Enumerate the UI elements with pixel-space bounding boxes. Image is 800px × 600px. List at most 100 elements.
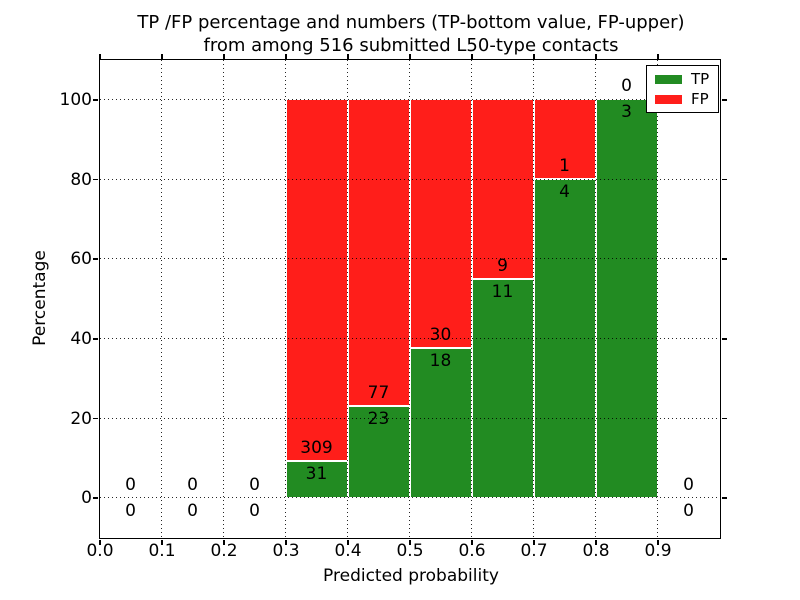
x-tick-label: 0.5 [396, 541, 424, 561]
legend-label-fp: FP [691, 90, 709, 108]
tick-mark-top [657, 53, 659, 59]
x-tick-label: 0.2 [210, 541, 238, 561]
legend-item-tp: TP [655, 70, 711, 88]
tick-mark-bottom [471, 539, 473, 545]
bar-count-label-tp: 3 [621, 102, 632, 123]
bar-count-label-tp: 4 [559, 182, 570, 202]
gridline-y [99, 98, 720, 100]
legend-swatch-fp [655, 94, 682, 104]
tick-mark-bottom [409, 539, 411, 545]
bar-count-label-fp: 30 [429, 325, 452, 346]
tick-mark-left [93, 417, 98, 420]
y-tick-label: 20 [70, 408, 92, 429]
bar-count-label-fp: 0 [187, 474, 198, 495]
tick-mark-top [533, 53, 535, 59]
tick-mark-bottom [595, 539, 597, 545]
x-tick-label: 0.8 [582, 541, 610, 561]
gridline-y [99, 497, 720, 499]
bar-count-label-tp: 0 [125, 500, 136, 521]
x-tick-label: 0.7 [520, 541, 548, 561]
tick-mark-top [99, 53, 101, 59]
tick-mark-right [722, 338, 727, 340]
grid-layer [99, 59, 720, 538]
tick-mark-bottom [223, 539, 225, 545]
x-tick-label: 0.6 [458, 541, 486, 561]
tick-mark-left [93, 178, 98, 181]
gridline-y [99, 337, 720, 339]
plot-area: 0 0 0 0 0 0 309 31 77 23 30 18 9 11 1 4 0 3 0 0 [98, 58, 721, 539]
bar-segment-tp [409, 348, 472, 498]
tick-mark-bottom [99, 539, 101, 545]
tick-mark-right [722, 497, 727, 499]
bar-count-label-fp: 0 [125, 474, 136, 495]
tick-mark-top [595, 53, 597, 59]
gridline-y [99, 258, 720, 260]
y-tick-label: 60 [70, 249, 92, 270]
gridline-x [223, 59, 224, 538]
tick-mark-top [285, 53, 287, 59]
gridline-x [533, 59, 534, 538]
legend-item-fp: FP [655, 90, 711, 108]
tick-mark-right [722, 178, 727, 181]
bar-count-label-fp: 77 [367, 383, 390, 404]
x-tick-label: 0.9 [644, 541, 672, 561]
bar-count-label-fp: 1 [559, 156, 570, 176]
gridline-x [595, 59, 596, 538]
chart-title: TP /FP percentage and numbers (TP-bottom… [137, 11, 684, 57]
bar-count-label-fp: 0 [621, 76, 632, 97]
gridline-x [161, 59, 162, 538]
chart-title-line2: from among 516 submitted L50-type contac… [203, 35, 619, 56]
chart-title-line1: TP /FP percentage and numbers (TP-bottom… [137, 12, 685, 33]
bar-count-label-tp: 0 [249, 500, 260, 521]
legend: TP FP [646, 65, 719, 113]
bar-segment-tp [285, 461, 348, 498]
y-tick-label: 0 [81, 488, 92, 509]
tick-mark-right [722, 258, 727, 260]
bar-segment-fp [471, 99, 534, 279]
y-tick-label: 80 [70, 169, 92, 190]
bar-count-label-fp: 9 [497, 255, 508, 276]
tick-mark-top [161, 53, 163, 59]
bar-count-label-fp: 0 [249, 474, 260, 495]
y-tick-label: 40 [70, 328, 92, 349]
tick-mark-top [409, 53, 411, 59]
bar-count-label-tp: 18 [429, 351, 452, 372]
x-tick-label: 0.0 [86, 541, 114, 561]
x-axis-label: Predicted probability [323, 566, 499, 586]
legend-label-tp: TP [691, 70, 710, 88]
bar-segment-fp [409, 99, 472, 349]
gridline-y [99, 178, 720, 180]
bar-segment-fp [533, 99, 596, 179]
bar-count-label-tp: 23 [367, 409, 390, 430]
tick-mark-right [722, 417, 727, 420]
bar-count-label-tp: 31 [305, 464, 328, 485]
bar-count-label-tp: 11 [491, 281, 514, 302]
tick-mark-left [93, 99, 98, 101]
tick-mark-bottom [533, 539, 535, 545]
y-axis-label: Percentage [30, 250, 50, 346]
bar-segment-fp [285, 99, 348, 462]
bars-layer [100, 60, 720, 538]
gridline-x [285, 59, 286, 538]
gridline-x [409, 59, 410, 538]
legend-swatch-tp [655, 74, 682, 84]
gridline-y [99, 417, 720, 419]
gridline-x [347, 59, 348, 538]
gridline-x [471, 59, 472, 538]
tick-mark-top [471, 53, 473, 59]
x-tick-label: 0.4 [334, 541, 362, 561]
bar-count-label-tp: 0 [683, 500, 694, 521]
tick-mark-bottom [347, 539, 349, 545]
tick-mark-left [93, 497, 98, 499]
tick-mark-top [347, 53, 349, 59]
tick-mark-bottom [657, 539, 659, 545]
bar-count-label-fp: 0 [683, 474, 694, 495]
tick-mark-left [93, 258, 98, 260]
y-tick-label: 100 [59, 89, 92, 110]
bar-count-label-tp: 0 [187, 500, 198, 521]
x-tick-label: 0.1 [148, 541, 176, 561]
bar-segment-tp [471, 278, 534, 498]
tick-mark-left [93, 338, 98, 340]
tick-mark-bottom [285, 539, 287, 545]
